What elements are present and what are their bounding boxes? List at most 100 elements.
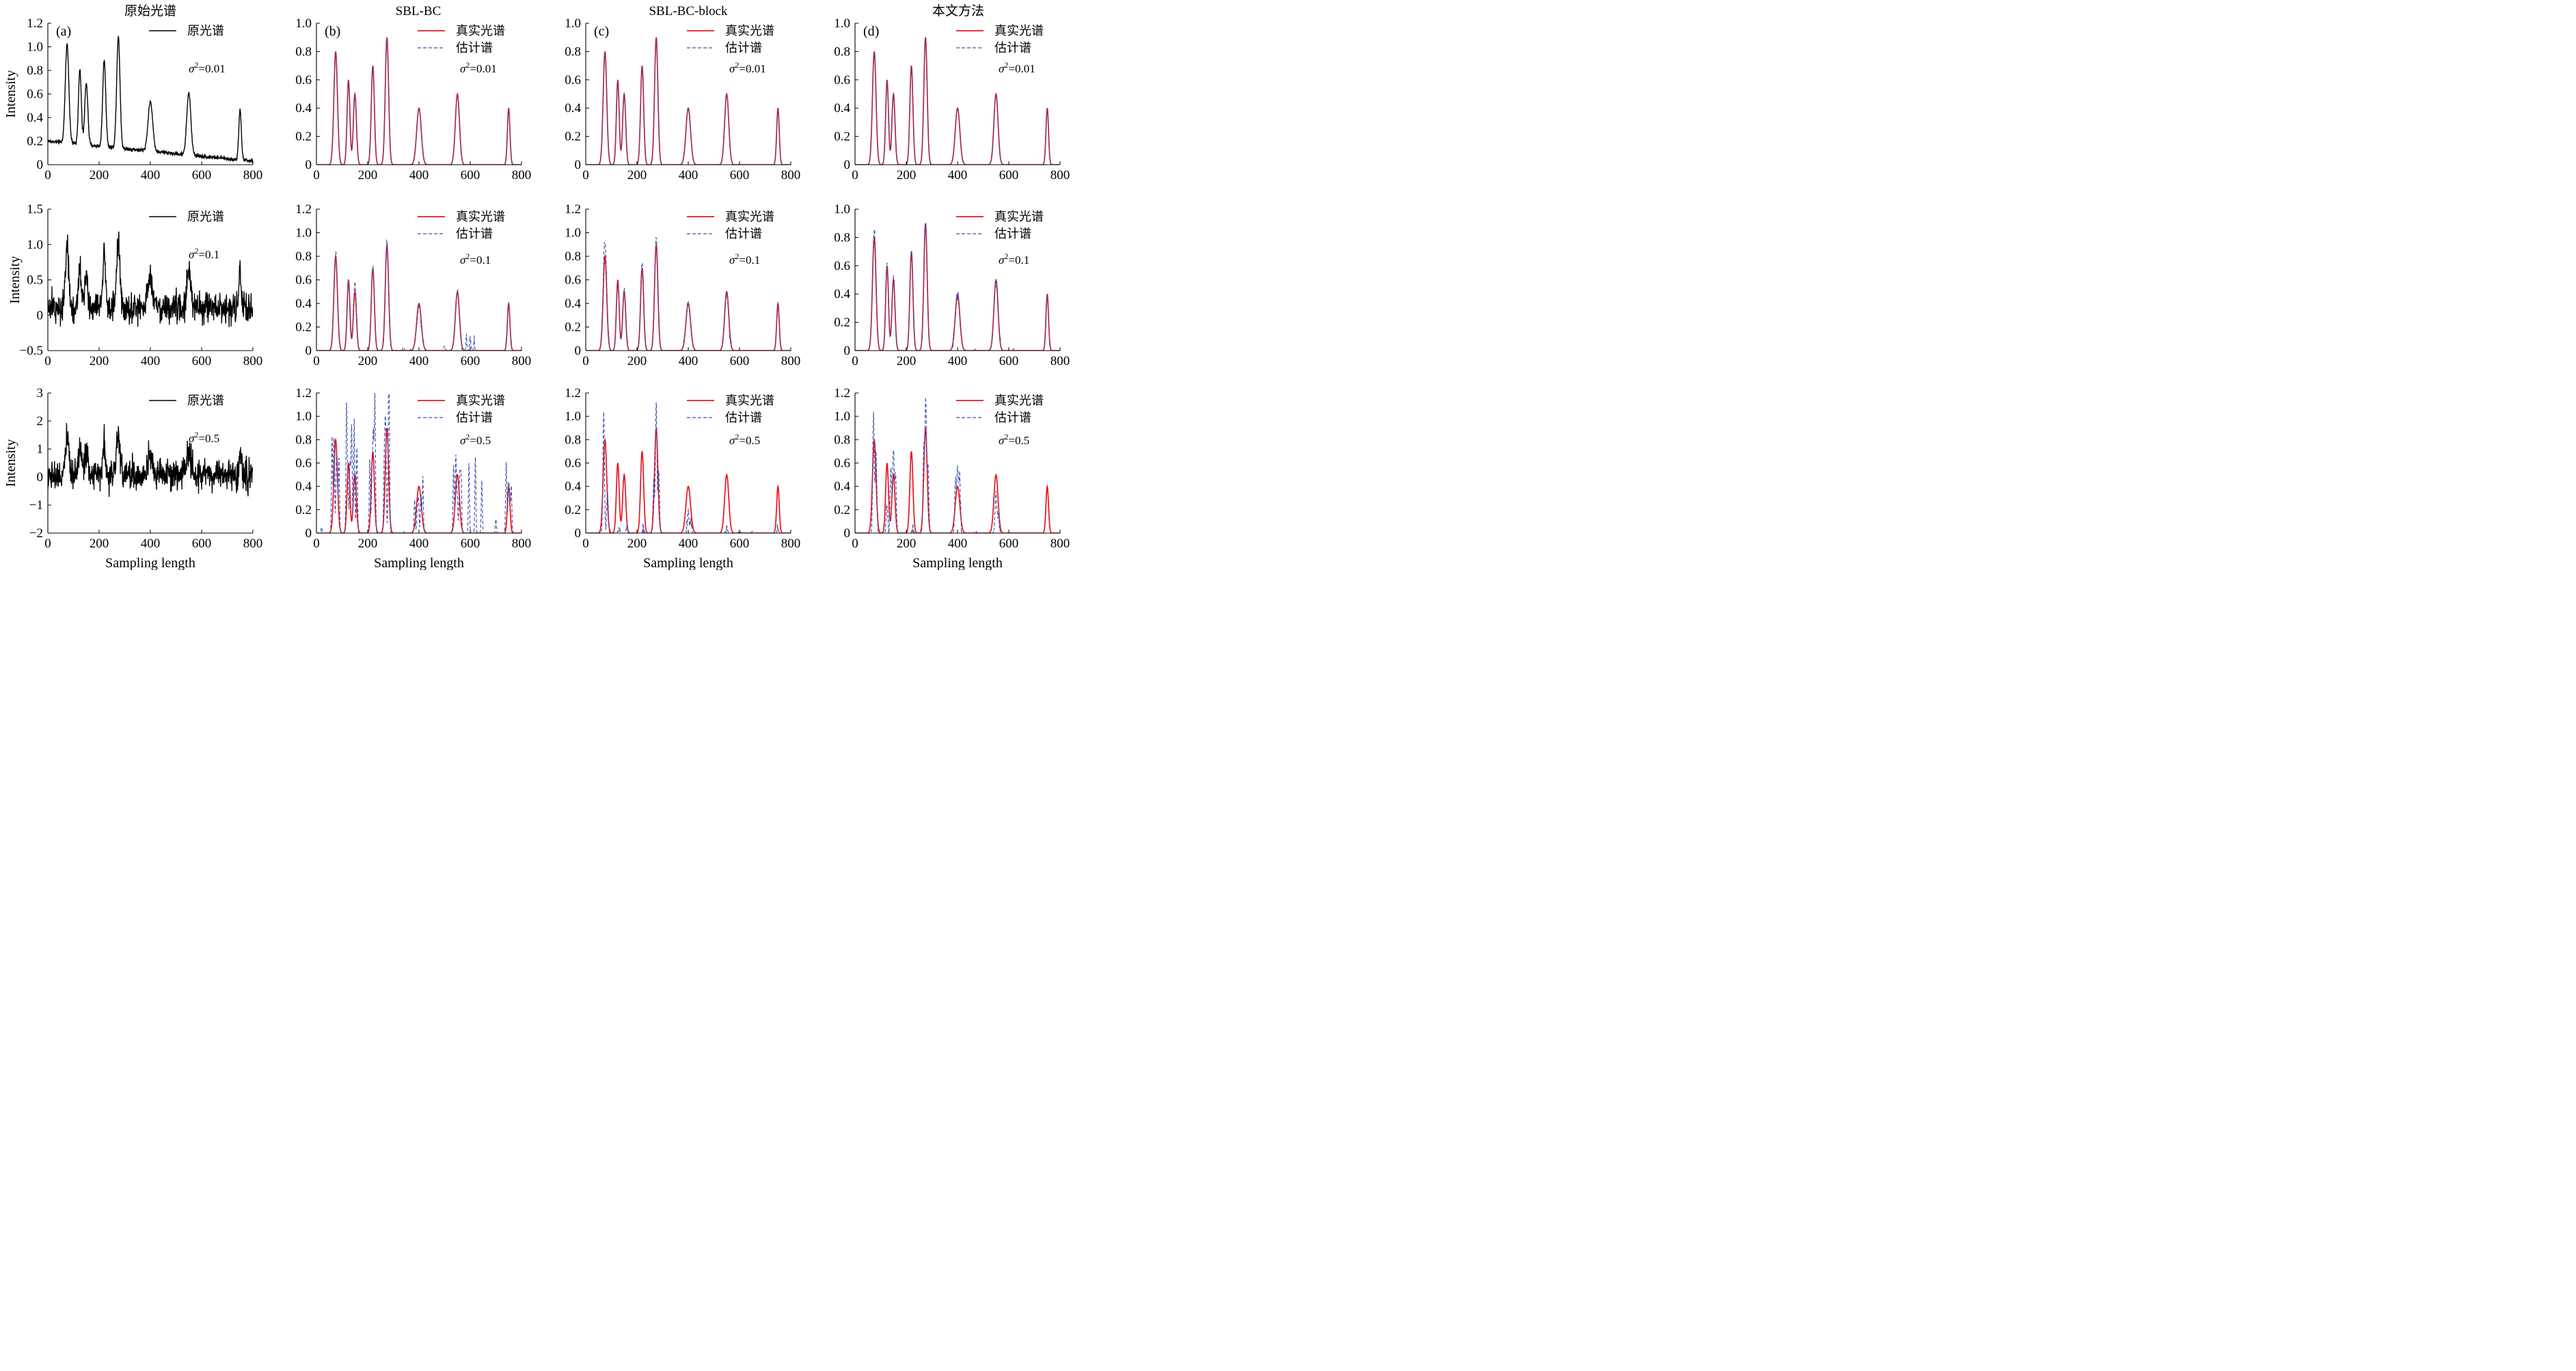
y-tick-label: 0 bbox=[306, 344, 312, 358]
panel-a2: 0 200 400 600 800−0.500.51.01.5Intensity原光谱σ… bbox=[8, 202, 262, 368]
y-tick-label: 0.6 bbox=[295, 73, 312, 87]
y-tick-label: 0.5 bbox=[27, 273, 43, 288]
y-tick-label: 0.6 bbox=[834, 259, 850, 273]
y-tick-label: 1.2 bbox=[27, 16, 43, 31]
legend-label: 原光谱 bbox=[187, 24, 224, 38]
noise-sigma: σ bbox=[189, 62, 195, 75]
noise-annotation: σ2=0.5 bbox=[729, 432, 760, 447]
x-tick-label: 200 bbox=[358, 168, 378, 182]
x-tick-label: 800 bbox=[781, 168, 801, 182]
panel-b3: 0 200 400 600 800 0 0.2 0.4 0.6 0.8 1.0 1.2 Sampling… bbox=[295, 386, 531, 570]
series-line-estimate bbox=[316, 393, 521, 533]
series-group bbox=[586, 402, 791, 533]
series-line-estimate bbox=[316, 239, 521, 351]
x-tick-label: 0 bbox=[852, 168, 858, 182]
series-group bbox=[855, 37, 1060, 165]
x-tick-label: 200 bbox=[627, 537, 647, 551]
y-tick-label: 0.2 bbox=[834, 503, 850, 517]
panel-label: (b) bbox=[325, 24, 340, 39]
x-tick-label: 400 bbox=[409, 168, 429, 182]
x-tick-label: 800 bbox=[781, 354, 801, 368]
series-group bbox=[855, 397, 1060, 533]
x-tick-label: 400 bbox=[948, 537, 968, 551]
x-tick-label: 200 bbox=[90, 537, 109, 551]
y-tick-label: 0.4 bbox=[834, 480, 850, 494]
x-tick-label: 600 bbox=[192, 537, 212, 551]
x-tick-label: 0 bbox=[313, 354, 320, 368]
y-tick-label: 1.2 bbox=[295, 386, 312, 401]
x-tick-label: 400 bbox=[409, 537, 429, 551]
noise-value: =0.1 bbox=[739, 254, 760, 267]
series-group bbox=[586, 236, 791, 351]
x-tick-label: 400 bbox=[948, 354, 968, 368]
y-tick-label: 0.2 bbox=[834, 316, 850, 330]
noise-superscript: 2 bbox=[194, 246, 198, 256]
y-tick-label: 0.4 bbox=[27, 111, 43, 125]
x-tick-label: 400 bbox=[679, 354, 699, 368]
x-tick-label: 0 bbox=[44, 168, 51, 182]
x-tick-label: 0 bbox=[852, 354, 858, 368]
series-line-estimate bbox=[855, 223, 1060, 351]
legend-label: 原光谱 bbox=[187, 210, 224, 223]
x-tick-label: 0 bbox=[44, 537, 51, 551]
x-tick-label: 400 bbox=[141, 537, 161, 551]
legend-label: 真实光谱 bbox=[725, 394, 774, 407]
noise-value: =0.5 bbox=[198, 432, 219, 445]
y-tick-label: 0 bbox=[844, 158, 851, 172]
noise-value: =0.5 bbox=[470, 434, 491, 447]
y-tick-label: 0.6 bbox=[834, 457, 850, 471]
noise-annotation: σ2=0.01 bbox=[460, 60, 497, 75]
y-tick-label: 1.0 bbox=[27, 40, 43, 55]
noise-annotation: σ2=0.1 bbox=[189, 246, 219, 261]
legend-label: 真实光谱 bbox=[456, 394, 505, 407]
legend-label: 原光谱 bbox=[187, 394, 224, 407]
x-tick-label: 400 bbox=[409, 354, 429, 368]
x-tick-label: 0 bbox=[852, 537, 858, 551]
x-tick-label: 0 bbox=[582, 168, 589, 182]
series-line-estimate bbox=[855, 397, 1060, 533]
noise-sigma: σ bbox=[999, 434, 1005, 447]
x-tick-label: 800 bbox=[243, 168, 263, 182]
x-tick-label: 200 bbox=[90, 168, 109, 182]
x-tick-label: 600 bbox=[461, 354, 480, 368]
noise-superscript: 2 bbox=[194, 430, 198, 439]
y-tick-label: 1.0 bbox=[295, 226, 312, 241]
series-line-true bbox=[855, 223, 1060, 351]
y-tick-label: 0.8 bbox=[565, 433, 581, 447]
y-tick-label: 3 bbox=[37, 386, 44, 401]
y-tick-label: 0.2 bbox=[27, 135, 43, 149]
x-tick-label: 400 bbox=[141, 168, 161, 182]
x-tick-label: 800 bbox=[1050, 537, 1070, 551]
y-tick-label: 0.4 bbox=[295, 101, 312, 116]
x-tick-label: 800 bbox=[512, 354, 532, 368]
noise-annotation: σ2=0.01 bbox=[999, 60, 1035, 75]
x-tick-label: 200 bbox=[897, 537, 917, 551]
y-tick-label: 0.8 bbox=[27, 64, 43, 78]
noise-value: =0.1 bbox=[470, 254, 491, 267]
series-group bbox=[586, 37, 791, 165]
x-axis-label: Sampling length bbox=[105, 556, 195, 570]
noise-value: =0.01 bbox=[198, 62, 225, 75]
x-tick-label: 200 bbox=[358, 537, 378, 551]
y-tick-label: 1.2 bbox=[295, 202, 312, 217]
y-tick-label: 0.2 bbox=[565, 130, 581, 144]
series-group bbox=[316, 393, 521, 533]
column-title-sbl-bc-block: SBL-BC-block bbox=[649, 4, 728, 18]
series-line-true bbox=[586, 37, 791, 165]
y-tick-label: 1.0 bbox=[295, 409, 312, 424]
x-tick-label: 600 bbox=[999, 537, 1019, 551]
y-tick-label: 1.0 bbox=[295, 16, 312, 31]
y-tick-label: 0.8 bbox=[565, 44, 581, 59]
column-title-original: 原始光谱 bbox=[124, 3, 176, 18]
noise-superscript: 2 bbox=[1004, 252, 1008, 261]
series-line-true bbox=[855, 428, 1060, 533]
noise-sigma: σ bbox=[999, 254, 1005, 267]
x-axis-label: Sampling length bbox=[643, 556, 733, 570]
x-tick-label: 0 bbox=[582, 354, 589, 368]
